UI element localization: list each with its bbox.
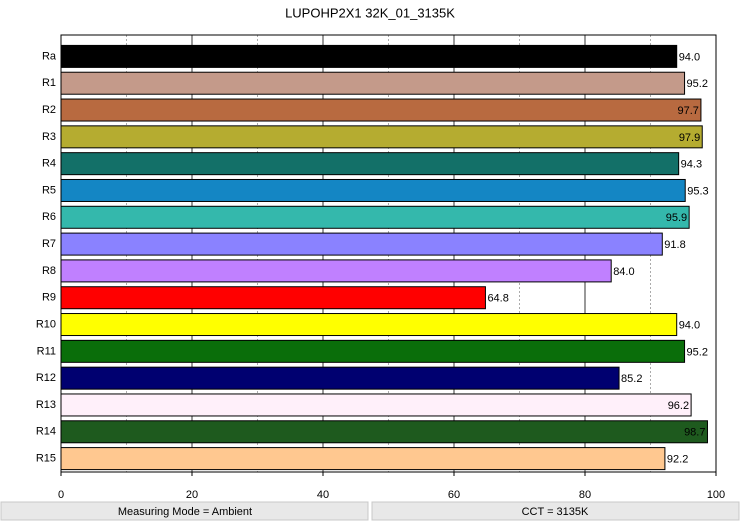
status-text: CCT = 3135K [522, 506, 589, 518]
bar [60, 44, 678, 68]
y-tick-label: R4 [42, 158, 56, 170]
bar [60, 393, 692, 417]
bar [60, 286, 486, 310]
x-tick-label: 60 [448, 489, 460, 501]
bar [60, 178, 686, 202]
bar [60, 98, 702, 122]
x-tick-label: 0 [58, 489, 64, 501]
y-tick-label: R13 [36, 399, 56, 411]
y-tick-label: R9 [42, 292, 56, 304]
bar [60, 313, 678, 337]
y-tick-label: R12 [36, 372, 56, 384]
bar [60, 259, 612, 283]
status-cell [0, 501, 369, 521]
bar [60, 420, 708, 444]
y-tick-label: R3 [42, 131, 56, 143]
bar [60, 71, 686, 95]
value-label: 84.0 [613, 266, 634, 278]
bar [60, 232, 663, 256]
y-tick-label: R15 [36, 453, 56, 465]
status-text: Measuring Mode = Ambient [118, 506, 252, 518]
value-label: 96.2 [668, 400, 689, 412]
x-tick-label: 100 [707, 489, 725, 501]
bar [60, 447, 666, 471]
value-label: 97.7 [678, 105, 699, 117]
y-tick-label: R10 [36, 318, 56, 330]
x-tick-label: 80 [579, 489, 591, 501]
y-tick-label: R14 [36, 426, 56, 438]
y-tick-label: Ra [42, 50, 57, 62]
value-label: 92.2 [667, 454, 688, 466]
x-tick-label: 40 [317, 489, 329, 501]
value-label: 91.8 [664, 239, 685, 251]
y-tick-label: R11 [37, 345, 56, 357]
bar [60, 366, 620, 390]
value-label: 98.7 [684, 427, 705, 439]
value-label: 97.9 [679, 132, 700, 144]
y-tick-label: R7 [42, 238, 56, 250]
chart-title: LUPOHP2X1 32K_01_3135K [285, 5, 455, 20]
value-label: 94.0 [679, 319, 700, 331]
y-tick-label: R1 [42, 77, 56, 89]
value-label: 64.8 [487, 293, 508, 305]
value-label: 85.2 [621, 373, 642, 385]
x-tick-label: 20 [186, 489, 198, 501]
bar [60, 339, 686, 363]
value-label: 94.0 [679, 51, 700, 63]
value-label: 95.9 [666, 212, 687, 224]
y-tick-label: R8 [42, 265, 56, 277]
value-label: 95.2 [687, 346, 708, 358]
value-label: 95.2 [687, 78, 708, 90]
bar [60, 125, 703, 149]
status-cell [371, 501, 740, 521]
y-tick-label: R5 [42, 184, 56, 196]
value-label: 94.3 [681, 159, 702, 171]
value-label: 95.3 [687, 185, 708, 197]
bar [60, 152, 680, 176]
y-tick-label: R6 [42, 211, 56, 223]
bar [60, 205, 690, 229]
y-tick-label: R2 [42, 104, 56, 116]
